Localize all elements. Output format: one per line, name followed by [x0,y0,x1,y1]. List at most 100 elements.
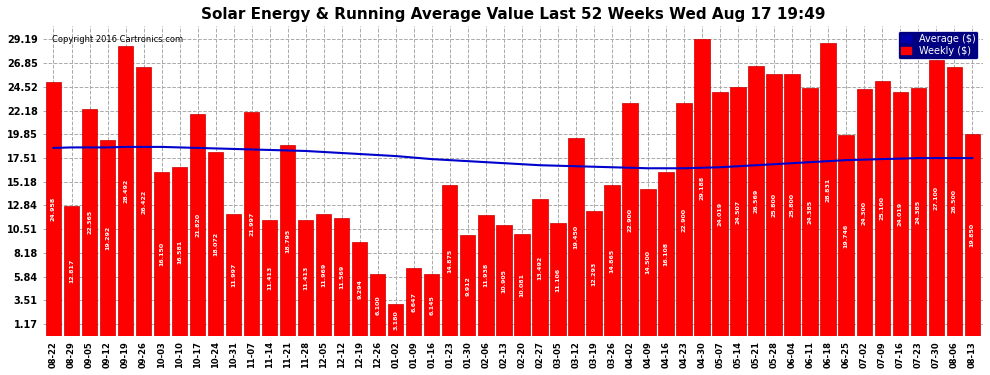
Bar [514,234,530,336]
Text: 21.997: 21.997 [249,212,254,236]
Bar [586,211,602,336]
Text: 22.900: 22.900 [628,208,633,232]
Bar [641,189,655,336]
Text: 11.413: 11.413 [267,266,272,290]
Text: 9.912: 9.912 [465,276,470,296]
Text: 18.072: 18.072 [213,232,218,256]
Text: 25.800: 25.800 [771,193,776,217]
Text: 22.900: 22.900 [681,208,686,232]
Text: 16.108: 16.108 [663,242,668,266]
Text: 24.385: 24.385 [916,200,921,224]
Text: Copyright 2016 Cartronics.com: Copyright 2016 Cartronics.com [52,35,183,44]
Bar [226,214,242,336]
Text: 14.500: 14.500 [645,251,650,274]
Bar [63,206,79,336]
Bar [893,92,908,336]
Text: 14.875: 14.875 [447,248,452,273]
Bar [388,304,404,336]
Bar [550,223,565,336]
Bar [731,87,745,336]
Text: 19.450: 19.450 [573,225,578,249]
Bar [262,220,277,336]
Text: 29.188: 29.188 [700,176,705,200]
Bar [370,274,385,336]
Bar [839,135,853,336]
Text: 11.997: 11.997 [231,263,237,287]
Bar [694,39,710,336]
Text: 28.492: 28.492 [123,179,128,203]
Bar [352,242,367,336]
Bar [929,60,943,336]
Bar [244,112,259,336]
Text: 21.820: 21.820 [195,213,200,237]
Bar [443,185,457,336]
Text: 10.905: 10.905 [501,268,506,292]
Bar [856,89,872,336]
Bar [46,82,61,336]
Text: 3.180: 3.180 [393,310,398,330]
Text: 11.969: 11.969 [321,263,327,287]
Text: 24.507: 24.507 [736,200,741,223]
Bar [766,74,782,336]
Bar [496,225,512,336]
Bar [821,43,836,336]
Text: 19.292: 19.292 [105,226,110,250]
Bar [874,81,890,336]
Bar [82,109,97,336]
Text: 16.150: 16.150 [159,242,164,266]
Text: 14.865: 14.865 [610,248,615,273]
Text: 11.106: 11.106 [555,267,560,292]
Bar [424,274,440,336]
Text: 11.413: 11.413 [303,266,308,290]
Bar [946,67,962,336]
Bar [298,220,314,336]
Text: 22.365: 22.365 [87,210,92,234]
Text: 24.958: 24.958 [51,197,56,221]
Text: 10.081: 10.081 [520,273,525,297]
Text: 11.938: 11.938 [483,263,488,288]
Text: 19.746: 19.746 [843,224,848,248]
Bar [460,235,475,336]
Text: 13.492: 13.492 [538,255,543,280]
Bar [172,168,187,336]
Bar [568,138,583,336]
Bar [748,66,763,336]
Bar [713,92,728,336]
Bar [190,114,205,336]
Bar [100,140,115,336]
Bar [604,185,620,336]
Text: 18.795: 18.795 [285,228,290,253]
Bar [964,134,980,336]
Text: 24.300: 24.300 [861,201,866,225]
Text: 11.569: 11.569 [340,265,345,290]
Text: 12.293: 12.293 [591,261,596,286]
Text: 26.569: 26.569 [753,189,758,213]
Bar [153,172,169,336]
Bar [658,172,673,336]
Text: 24.019: 24.019 [718,202,723,226]
Bar [533,199,547,336]
Text: 25.800: 25.800 [790,193,795,217]
Bar [784,74,800,336]
Text: 24.385: 24.385 [808,200,813,224]
Bar [208,152,224,336]
Text: 28.831: 28.831 [826,177,831,202]
Text: 6.145: 6.145 [430,295,435,315]
Text: 25.100: 25.100 [880,196,885,220]
Title: Solar Energy & Running Average Value Last 52 Weeks Wed Aug 17 19:49: Solar Energy & Running Average Value Las… [201,7,825,22]
Bar [406,268,422,336]
Bar [280,145,295,336]
Text: 26.422: 26.422 [141,190,147,214]
Text: 26.500: 26.500 [951,189,956,213]
Bar [334,218,349,336]
Text: 19.850: 19.850 [970,223,975,247]
Text: 16.581: 16.581 [177,240,182,264]
Text: 12.817: 12.817 [69,259,74,283]
Text: 9.294: 9.294 [357,279,362,299]
Legend: Average ($), Weekly ($): Average ($), Weekly ($) [898,31,978,58]
Bar [478,214,493,336]
Bar [316,214,332,336]
Bar [118,46,134,336]
Text: 27.100: 27.100 [934,186,939,210]
Text: 6.100: 6.100 [375,295,380,315]
